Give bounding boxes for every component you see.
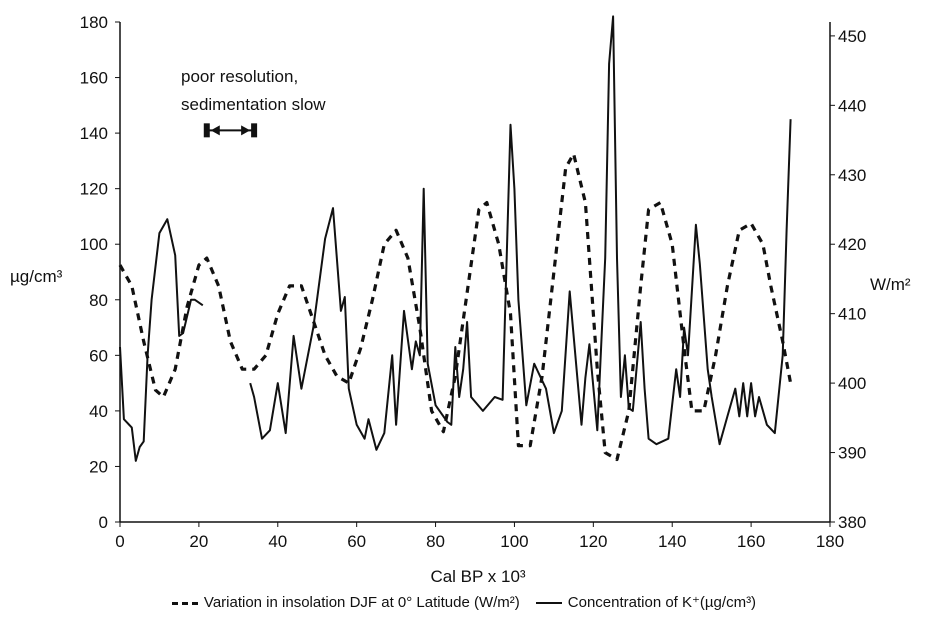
annotation-arrow-left <box>210 125 220 136</box>
x-tick-label: 0 <box>115 532 124 551</box>
y-right-tick-label: 390 <box>838 444 866 463</box>
legend-solid-symbol <box>535 602 562 605</box>
y-right-tick-label: 400 <box>838 374 866 393</box>
annotation-range-end <box>251 123 258 138</box>
chart: 0 20 40 60 80 100 120 140 160 180 0 20 40 60 80 100 120 1… <box>10 13 911 586</box>
legend-insolation: Variation in insolation DJF at 0° Latitu… <box>203 594 520 611</box>
y-left-axis-label: µg/cm³ <box>10 267 63 286</box>
x-tick-label: 60 <box>347 532 366 551</box>
x-tick-label: 140 <box>658 532 686 551</box>
y-right-tick-label: 410 <box>838 305 866 324</box>
y-left-tick-label: 140 <box>80 124 108 143</box>
y-right-tick-label: 440 <box>838 96 866 115</box>
annotation-line-1: poor resolution, <box>181 67 298 86</box>
y-right-tick-label: 430 <box>838 166 866 185</box>
legend-dashed-symbol <box>171 601 198 605</box>
y-left-tick-label: 0 <box>99 513 108 532</box>
axes <box>115 21 835 527</box>
y-right-tick-label: 380 <box>838 513 866 532</box>
y-right-tick-label: 420 <box>838 235 866 254</box>
x-tick-label: 40 <box>268 532 287 551</box>
series-potassium-line <box>119 218 204 462</box>
x-tick-label: 80 <box>426 532 445 551</box>
x-axis-label: Cal BP x 10³ <box>430 567 525 586</box>
legend-potassium: Concentration of K⁺(µg/cm³) <box>567 594 757 611</box>
y-left-tick-label: 160 <box>80 69 108 88</box>
series-potassium-line <box>249 15 792 451</box>
y-left-tick-label: 120 <box>80 180 108 199</box>
legend: Variation in insolation DJF at 0° Latitu… <box>0 593 928 611</box>
annotation: poor resolution, sedimentation slow <box>181 67 326 138</box>
x-tick-label: 20 <box>189 532 208 551</box>
annotation-line-2: sedimentation slow <box>181 95 326 114</box>
tick-labels: 0 20 40 60 80 100 120 140 160 180 0 20 40 60 80 100 120 1… <box>80 13 867 551</box>
y-left-tick-label: 180 <box>80 13 108 32</box>
annotation-range-start <box>203 123 210 138</box>
x-tick-label: 160 <box>737 532 765 551</box>
y-left-tick-label: 100 <box>80 235 108 254</box>
series-lines <box>118 15 793 462</box>
y-right-axis-label: W/m² <box>870 275 911 294</box>
annotation-arrow-right <box>241 125 251 136</box>
y-left-tick-label: 40 <box>89 402 108 421</box>
y-left-tick-label: 20 <box>89 457 108 476</box>
x-tick-label: 100 <box>500 532 528 551</box>
x-tick-label: 180 <box>816 532 844 551</box>
x-tick-label: 120 <box>579 532 607 551</box>
y-right-tick-label: 450 <box>838 27 866 46</box>
y-left-tick-label: 60 <box>89 346 108 365</box>
y-left-tick-label: 80 <box>89 291 108 310</box>
